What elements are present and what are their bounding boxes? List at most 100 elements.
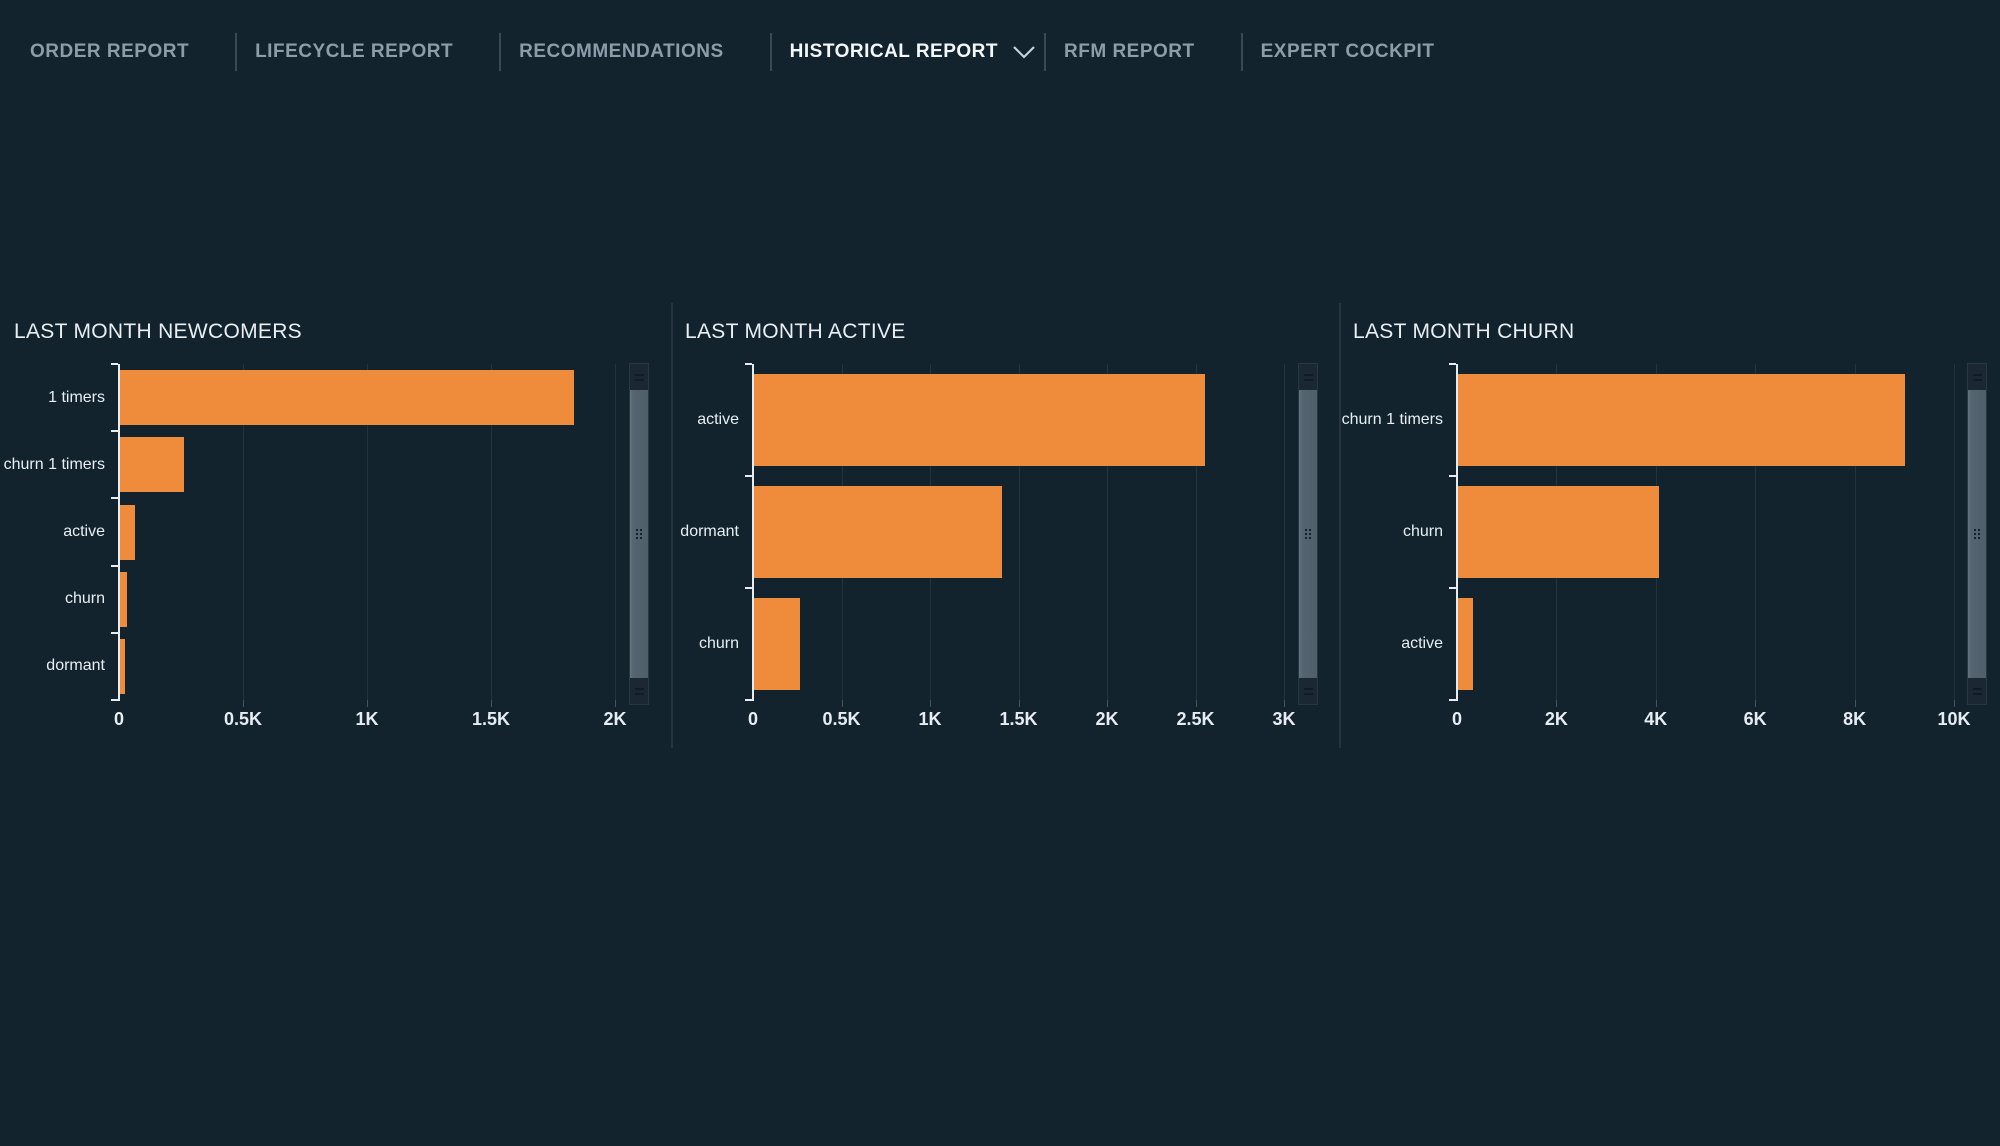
value-gridline xyxy=(615,364,616,700)
value-axis-tick-label: 2K xyxy=(1544,709,1568,729)
category-label: churn 1 timers xyxy=(3,455,105,473)
value-axis-tick-label: 2K xyxy=(603,709,627,729)
nav-divider xyxy=(1044,33,1047,71)
bar-active[interactable] xyxy=(754,374,1206,466)
tab-order-report[interactable]: ORDER REPORT xyxy=(30,41,190,62)
category-axis-tick xyxy=(1449,363,1456,365)
axis-tick xyxy=(841,700,843,707)
nav-divider xyxy=(769,33,772,71)
tab-lifecycle-report[interactable]: LIFECYCLE REPORT xyxy=(255,41,454,62)
chart-scrollbar[interactable] xyxy=(629,363,649,705)
bar-chart-plot: 0 0.5K 1K 1.5K 2K 2.5K 3K active dormant churn xyxy=(671,0,1339,1146)
chart-title: LAST MONTH ACTIVE xyxy=(685,320,906,343)
value-axis-tick-label: 1K xyxy=(355,709,379,729)
scrollbar-resize-handle-bottom[interactable] xyxy=(1968,678,1986,704)
category-axis-line xyxy=(1456,364,1458,701)
category-label: active xyxy=(697,411,739,428)
tab-expert-cockpit[interactable]: EXPERT COCKPIT xyxy=(1260,41,1435,62)
panel-divider xyxy=(671,303,673,748)
chart-panel-newcomers: LAST MONTH NEWCOMERS 0 0.5K 1K 1.5K 2K 1 time… xyxy=(0,0,671,1146)
category-axis-tick xyxy=(1449,699,1456,701)
tab-historical-report-label: HISTORICAL REPORT xyxy=(789,41,999,62)
tab-historical-report[interactable]: HISTORICAL REPORT xyxy=(790,41,1036,63)
tab-recommendations[interactable]: RECOMMENDATIONS xyxy=(519,41,724,62)
chart-scrollbar[interactable] xyxy=(1298,363,1318,705)
category-label: churn xyxy=(64,590,105,608)
category-label: active xyxy=(1401,635,1443,652)
axis-tick xyxy=(615,700,616,707)
bar-churn[interactable] xyxy=(754,598,801,690)
axis-tick xyxy=(1556,700,1558,707)
category-label: churn 1 timers xyxy=(1341,411,1443,428)
axis-tick xyxy=(1954,700,1955,707)
bar-active[interactable] xyxy=(120,504,135,560)
axis-tick xyxy=(1854,700,1856,707)
value-gridline xyxy=(1755,364,1757,700)
category-axis-tick xyxy=(745,587,752,589)
scrollbar-thumb[interactable] xyxy=(1968,390,1986,678)
bar-chart-plot: 0 0.5K 1K 1.5K 2K 1 timers churn 1 timers activ… xyxy=(0,0,671,1146)
scrollbar-grip-icon xyxy=(636,529,642,539)
bar-1-timers[interactable] xyxy=(120,370,574,426)
value-axis-tick-label: 3K xyxy=(1272,709,1296,729)
axis-tick xyxy=(1018,700,1020,707)
value-axis-tick-label: 10K xyxy=(1937,709,1971,729)
value-axis-tick-label: 0 xyxy=(1451,709,1462,729)
chart-scrollbar[interactable] xyxy=(1967,363,1987,705)
category-axis-tick xyxy=(745,699,752,701)
scrollbar-resize-handle-bottom[interactable] xyxy=(630,678,648,704)
panel-divider xyxy=(1339,303,1341,748)
axis-tick xyxy=(1284,700,1285,707)
value-axis-tick-label: 0 xyxy=(747,709,758,729)
scrollbar-resize-handle-top[interactable] xyxy=(1968,364,1986,390)
scrollbar-thumb[interactable] xyxy=(630,390,648,678)
value-gridline xyxy=(243,364,244,700)
category-axis-tick xyxy=(745,475,752,477)
nav-divider xyxy=(499,33,502,71)
scrollbar-thumb[interactable] xyxy=(1299,390,1317,678)
bar-dormant[interactable] xyxy=(120,638,125,694)
category-axis-tick xyxy=(111,497,118,500)
chart-title: LAST MONTH NEWCOMERS xyxy=(14,320,302,343)
nav-divider xyxy=(235,33,238,71)
category-axis-tick xyxy=(1449,475,1456,477)
chevron-down-icon[interactable] xyxy=(1012,45,1036,59)
axis-tick xyxy=(491,700,492,707)
value-gridline xyxy=(1284,364,1285,700)
axis-tick xyxy=(243,700,244,707)
bar-churn[interactable] xyxy=(120,571,128,627)
bar-dormant[interactable] xyxy=(754,486,1002,578)
chart-title: LAST MONTH CHURN xyxy=(1353,320,1575,343)
report-tab-bar: ORDER REPORT LIFECYCLE REPORT RECOMMENDA… xyxy=(30,0,1434,104)
scrollbar-resize-handle-top[interactable] xyxy=(1299,364,1317,390)
bar-churn-1-timers[interactable] xyxy=(120,437,185,493)
value-axis-tick-label: 0 xyxy=(113,709,124,729)
value-axis-tick-label: 6K xyxy=(1743,709,1767,729)
value-axis-tick-label: 0.5K xyxy=(822,709,861,729)
bar-churn-1-timers[interactable] xyxy=(1458,374,1906,466)
value-gridline xyxy=(1018,364,1020,700)
value-axis-tick-label: 1.5K xyxy=(471,709,511,729)
scrollbar-grip-icon xyxy=(1305,529,1311,539)
tab-rfm-report[interactable]: RFM REPORT xyxy=(1064,41,1195,62)
value-axis-tick-label: 0.5K xyxy=(223,709,263,729)
value-gridline xyxy=(1107,364,1108,700)
category-axis-tick xyxy=(1449,587,1456,589)
value-gridline xyxy=(1195,364,1197,700)
scrollbar-resize-handle-top[interactable] xyxy=(630,364,648,390)
category-axis-tick xyxy=(111,363,118,365)
scrollbar-resize-handle-bottom[interactable] xyxy=(1299,678,1317,704)
axis-tick xyxy=(1107,700,1108,707)
bar-active[interactable] xyxy=(1458,598,1473,690)
category-axis-tick xyxy=(111,564,118,567)
value-axis-tick-label: 2K xyxy=(1095,709,1119,729)
axis-tick xyxy=(1195,700,1197,707)
category-axis-line xyxy=(752,364,754,701)
category-axis-tick xyxy=(111,631,118,634)
value-gridline xyxy=(1954,364,1955,700)
category-label: dormant xyxy=(680,523,739,540)
category-label: dormant xyxy=(46,657,105,675)
value-axis-tick-label: 1K xyxy=(918,709,942,729)
bar-churn[interactable] xyxy=(1458,486,1660,578)
category-label: churn xyxy=(1402,523,1443,540)
